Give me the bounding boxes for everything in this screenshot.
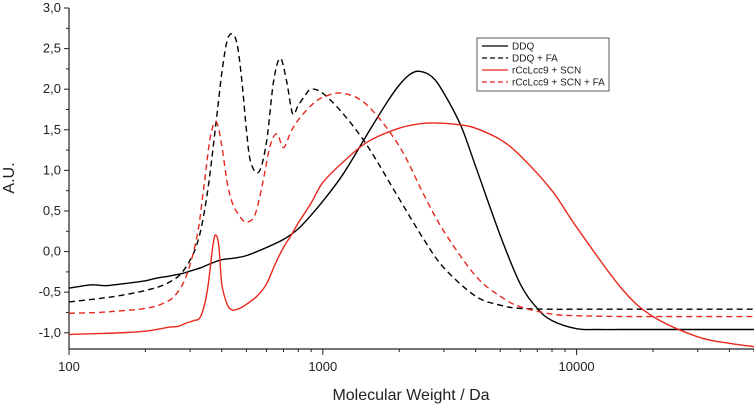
x-tick-label: 1000 [308, 359, 337, 374]
x-tick-label: 100 [58, 359, 80, 374]
series-line-4 [68, 92, 754, 318]
legend-label: rCcLcc9 + SCN [512, 66, 581, 77]
y-axis-ticks: -1,0 -0,5 0,0 0,5 1,0 1,5 2,0 2,5 3,0 [39, 0, 69, 340]
y-tick-label: 0,0 [43, 244, 61, 259]
y-tick-label: 2,5 [43, 41, 61, 56]
y-tick-label: 1,5 [43, 122, 61, 137]
y-tick-label: -0,5 [39, 284, 61, 299]
y-tick-label: 2,0 [43, 81, 61, 96]
x-axis-title: Molecular Weight / Da [332, 387, 489, 404]
plot-area: -1,0-0,50,00,51,01,52,02,53,0 100 1000 100… [39, 0, 754, 374]
y-tick-label: 0,5 [43, 203, 61, 218]
series-line-1 [68, 70, 754, 331]
legend-label: DDQ + FA [512, 54, 558, 65]
series-line-2 [68, 33, 754, 310]
y-tick-label: 1,0 [43, 162, 61, 177]
series-layer [68, 33, 754, 348]
y-tick-label: 3,0 [43, 0, 61, 15]
x-axis-ticks: 100 1000 10000 [58, 349, 754, 374]
legend-label: DDQ [512, 42, 534, 53]
y-axis-title: A.U. [1, 162, 18, 193]
y-tick-label: -1,0 [39, 325, 61, 340]
x-tick-label: 10000 [559, 359, 595, 374]
series-line-3 [68, 122, 754, 348]
legend-label: rCcLcc9 + SCN + FA [512, 78, 605, 89]
